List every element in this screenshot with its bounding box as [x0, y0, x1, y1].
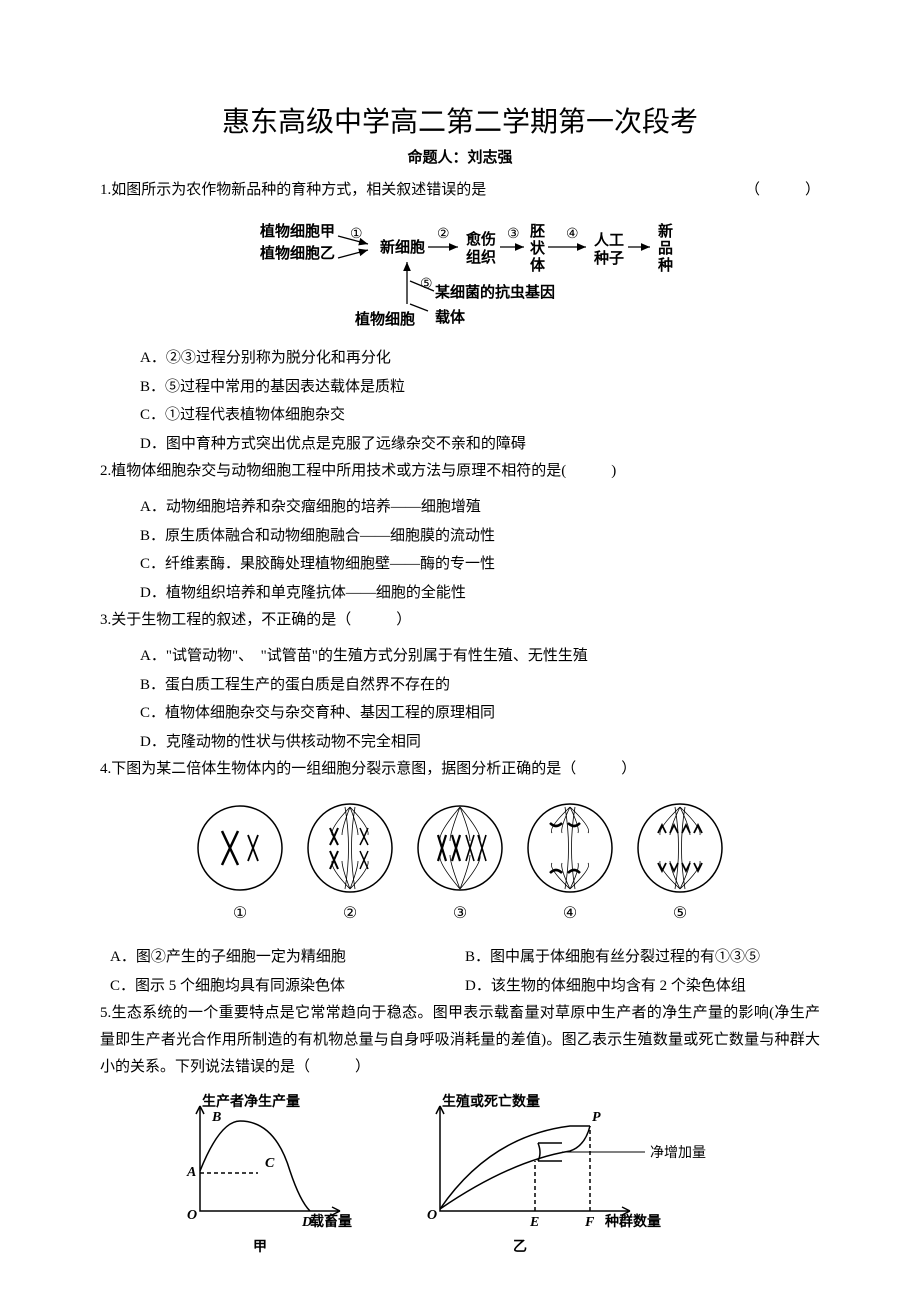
node-f1: 新 — [658, 222, 673, 240]
node-i: 载体 — [435, 308, 466, 326]
node-a2: 植物细胞乙 — [260, 244, 335, 262]
node-d2: 状 — [530, 239, 546, 257]
q4-opt-c: C．图示 5 个细胞均具有同源染色体 — [110, 972, 465, 1001]
q1-num: 1. — [100, 182, 111, 198]
question-5: 5.生态系统的一个重要特点是它常常趋向于稳态。图甲表示载畜量对草原中生产者的净生… — [100, 1000, 820, 1081]
q1-diagram: 植物细胞甲 植物细胞乙 新细胞 愈伤 组织 胚 状 体 人工 种子 新 品 种 … — [100, 214, 820, 334]
question-4: 4.下图为某二倍体生物体内的一组细胞分裂示意图，据图分析正确的是（ ） — [100, 756, 820, 783]
chartb-annot: 净增加量 — [650, 1145, 706, 1161]
q4-diagram: ① ② ③ ④ ⑤ — [100, 793, 820, 933]
q4-opt-d: D．该生物的体细胞中均含有 2 个染色体组 — [465, 972, 820, 1001]
chartb-ylabel: 生殖或死亡数量 — [442, 1093, 540, 1110]
cell-label-2: ② — [343, 905, 357, 922]
q2-text: 植物体细胞杂交与动物细胞工程中所用技术或方法与原理不相符的是( ) — [111, 463, 616, 479]
q4-text: 下图为某二倍体生物体内的一组细胞分裂示意图，据图分析正确的是（ ） — [111, 761, 636, 777]
q1-opt-a: A．②③过程分别称为脱分化和再分化 — [140, 344, 820, 373]
edge-3: ③ — [507, 227, 520, 242]
question-1: 1.如图所示为农作物新品种的育种方式，相关叙述错误的是 （ ） — [100, 177, 820, 204]
cell-label-4: ④ — [563, 905, 577, 922]
node-a1: 植物细胞甲 — [260, 222, 335, 240]
q3-opt-b: B．蛋白质工程生产的蛋白质是自然界不存在的 — [140, 671, 820, 700]
q1-opt-c: C．①过程代表植物体细胞杂交 — [140, 401, 820, 430]
node-f2: 品 — [658, 240, 673, 257]
q2-opt-c: C．纤维素酶．果胶酶处理植物细胞壁——酶的专一性 — [140, 550, 820, 579]
q1-paren: （ ） — [745, 177, 820, 204]
node-e1: 人工 — [594, 232, 624, 249]
chartb-title: 乙 — [513, 1239, 527, 1255]
q4-opt-b: B．图中属于体细胞有丝分裂过程的有①③⑤ — [465, 943, 820, 972]
q1-opt-d: D．图中育种方式突出优点是克服了远缘杂交不亲和的障碍 — [140, 430, 820, 459]
q2-opt-a: A．动物细胞培养和杂交瘤细胞的培养——细胞增殖 — [140, 493, 820, 522]
q3-text: 关于生物工程的叙述，不正确的是（ ） — [111, 612, 411, 628]
q4-num: 4. — [100, 761, 111, 777]
q1-opt-b: B．⑤过程中常用的基因表达载体是质粒 — [140, 373, 820, 402]
charta-B: B — [211, 1110, 221, 1125]
node-b: 新细胞 — [380, 238, 425, 256]
question-2: 2.植物体细胞杂交与动物细胞工程中所用技术或方法与原理不相符的是( ) — [100, 458, 820, 485]
node-g: 某细菌的抗虫基因 — [435, 283, 555, 301]
page: 惠东高级中学高二第二学期第一次段考 命题人：刘志强 1.如图所示为农作物新品种的… — [0, 0, 920, 1311]
q3-opt-d: D．克隆动物的性状与供核动物不完全相同 — [140, 728, 820, 757]
q5-num: 5. — [100, 1005, 111, 1021]
chartb-O: O — [427, 1208, 437, 1223]
node-e2: 种子 — [593, 249, 624, 267]
q3-opt-c: C．植物体细胞杂交与杂交育种、基因工程的原理相同 — [140, 699, 820, 728]
question-3: 3.关于生物工程的叙述，不正确的是（ ） — [100, 607, 820, 634]
node-f3: 种 — [657, 256, 673, 274]
q5-text: 生态系统的一个重要特点是它常常趋向于稳态。图甲表示载畜量对草原中生产者的净生产量… — [100, 1005, 820, 1075]
node-d3: 体 — [530, 256, 546, 274]
cell-label-3: ③ — [453, 905, 467, 922]
charta-D: D — [301, 1215, 312, 1230]
charta-O: O — [187, 1208, 197, 1223]
charta-title: 甲 — [253, 1239, 267, 1255]
q3-opt-a: A．"试管动物"、 "试管苗"的生殖方式分别属于有性生殖、无性生殖 — [140, 642, 820, 671]
q1-text: 如图所示为农作物新品种的育种方式，相关叙述错误的是 — [111, 182, 486, 198]
chartb-P: P — [592, 1110, 601, 1125]
q2-options: A．动物细胞培养和杂交瘤细胞的培养——细胞增殖 B．原生质体融合和动物细胞融合—… — [100, 493, 820, 607]
charta-A: A — [186, 1165, 196, 1180]
node-c2: 组织 — [466, 248, 496, 266]
chartb-F: F — [584, 1215, 595, 1230]
edge-4: ④ — [566, 227, 579, 242]
q2-opt-d: D．植物组织培养和单克隆抗体——细胞的全能性 — [140, 579, 820, 608]
q2-opt-b: B．原生质体融合和动物细胞融合——细胞膜的流动性 — [140, 522, 820, 551]
q3-options: A．"试管动物"、 "试管苗"的生殖方式分别属于有性生殖、无性生殖 B．蛋白质工… — [100, 642, 820, 756]
node-h: 植物细胞 — [355, 310, 415, 328]
node-d1: 胚 — [530, 223, 545, 240]
q3-num: 3. — [100, 612, 111, 628]
page-subtitle: 命题人：刘志强 — [100, 146, 820, 167]
page-title: 惠东高级中学高二第二学期第一次段考 — [100, 100, 820, 140]
cell-label-5: ⑤ — [673, 905, 687, 922]
node-c1: 愈伤 — [466, 230, 496, 248]
q4-opt-a: A．图②产生的子细胞一定为精细胞 — [110, 943, 465, 972]
chartb-xlabel: 种群数量 — [604, 1213, 661, 1230]
q1-options: A．②③过程分别称为脱分化和再分化 B．⑤过程中常用的基因表达载体是质粒 C．①… — [100, 344, 820, 458]
q4-options: A．图②产生的子细胞一定为精细胞 B．图中属于体细胞有丝分裂过程的有①③⑤ C．… — [100, 943, 820, 1000]
edge-2: ② — [437, 227, 450, 242]
cell-label-1: ① — [233, 905, 247, 922]
q2-num: 2. — [100, 463, 111, 479]
chartb-E: E — [529, 1215, 539, 1230]
charta-ylabel: 生产者净生产量 — [202, 1093, 300, 1110]
charta-C: C — [265, 1156, 275, 1171]
charta-xlabel: 载畜量 — [310, 1213, 352, 1230]
q5-diagram: 生产者净生产量 载畜量 甲 O A B C D — [100, 1091, 820, 1261]
